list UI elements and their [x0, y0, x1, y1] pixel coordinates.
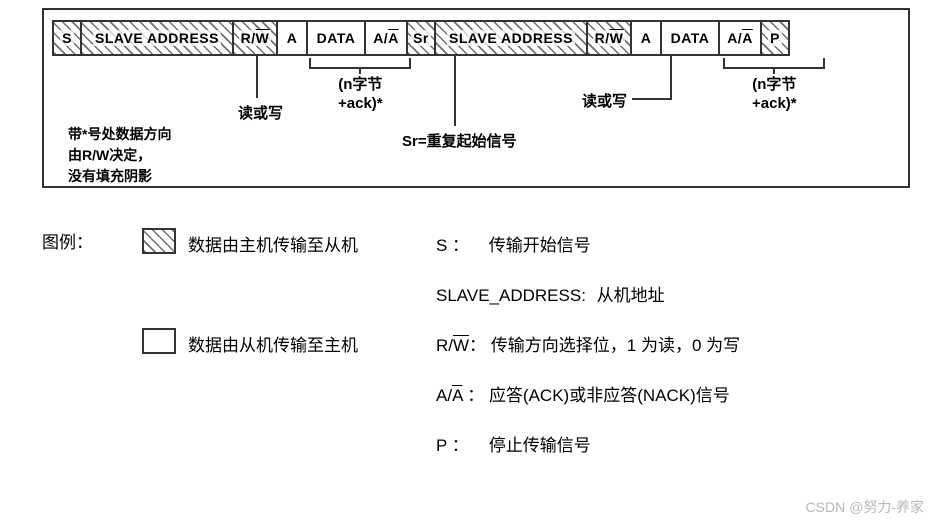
legend-s-desc: S ： 传输开始信号 [436, 228, 910, 256]
legend: 图例： 数据由主机传输至从机 S ： 传输开始信号 SLAVE_ADDRESS:… [42, 228, 910, 478]
protocol-cell-4: DATA [306, 20, 366, 56]
legend-row-5: P ： 停止传输信号 [42, 428, 910, 456]
bracket-left [308, 56, 414, 76]
protocol-cell-1: SLAVE ADDRESS [80, 20, 234, 56]
legend-ack-desc: A/A ： 应答(ACK)或非应答(NACK)信号 [436, 378, 910, 406]
asterisk-note: 带*号处数据方向由R/W决定，没有填充阴影 [68, 124, 171, 187]
annot-line [670, 56, 672, 98]
protocol-cell-7: SLAVE ADDRESS [434, 20, 588, 56]
legend-addr-desc: SLAVE_ADDRESS: 从机地址 [436, 278, 910, 306]
legend-title: 图例： [42, 228, 93, 253]
annot-nbyte: (n字节+ack)* [338, 76, 383, 114]
watermark: CSDN @努力-养家 [806, 497, 924, 517]
annot-line [632, 98, 672, 100]
annot-line-sr [454, 56, 456, 126]
annot-line [256, 56, 258, 98]
protocol-cell-5: A/A [364, 20, 408, 56]
protocol-cell-3: A [276, 20, 308, 56]
protocol-cell-0: S [52, 20, 82, 56]
protocol-row: SSLAVE ADDRESSR/WADATAA/ASrSLAVE ADDRESS… [52, 20, 900, 56]
hatched-symbol [142, 228, 176, 254]
bracket-right [722, 56, 828, 76]
protocol-cell-2: R/W [232, 20, 278, 56]
protocol-frame: SSLAVE ADDRESSR/WADATAA/ASrSLAVE ADDRESS… [42, 8, 910, 188]
protocol-cell-12: P [760, 20, 790, 56]
protocol-cell-6: Sr [406, 20, 436, 56]
annotation-layer: 读或写 (n字节+ack)* Sr=重复起始信号 读或写 (n字节+ack)* … [52, 56, 900, 186]
annot-sr: Sr=重复起始信号 [402, 130, 517, 151]
annot-rw1: 读或写 [238, 102, 283, 123]
legend-row-1: 图例： 数据由主机传输至从机 S ： 传输开始信号 [42, 228, 910, 256]
annot-rw2: 读或写 [582, 90, 627, 111]
legend-row-3: 数据由从机传输至主机 R/W： 传输方向选择位，1 为读，0 为写 [42, 328, 910, 356]
legend-master-slave: 数据由主机传输至从机 [176, 228, 436, 256]
legend-slave-master: 数据由从机传输至主机 [176, 328, 436, 356]
plain-symbol [142, 328, 176, 354]
protocol-cell-11: A/A [718, 20, 762, 56]
protocol-cell-10: DATA [660, 20, 720, 56]
annot-nbyte2: (n字节+ack)* [752, 76, 797, 114]
legend-row-2: SLAVE_ADDRESS: 从机地址 [42, 278, 910, 306]
protocol-cell-9: A [630, 20, 662, 56]
legend-p-desc: P ： 停止传输信号 [436, 428, 910, 456]
legend-rw-desc: R/W： 传输方向选择位，1 为读，0 为写 [436, 328, 910, 356]
legend-row-4: A/A ： 应答(ACK)或非应答(NACK)信号 [42, 378, 910, 406]
protocol-cell-8: R/W [586, 20, 632, 56]
